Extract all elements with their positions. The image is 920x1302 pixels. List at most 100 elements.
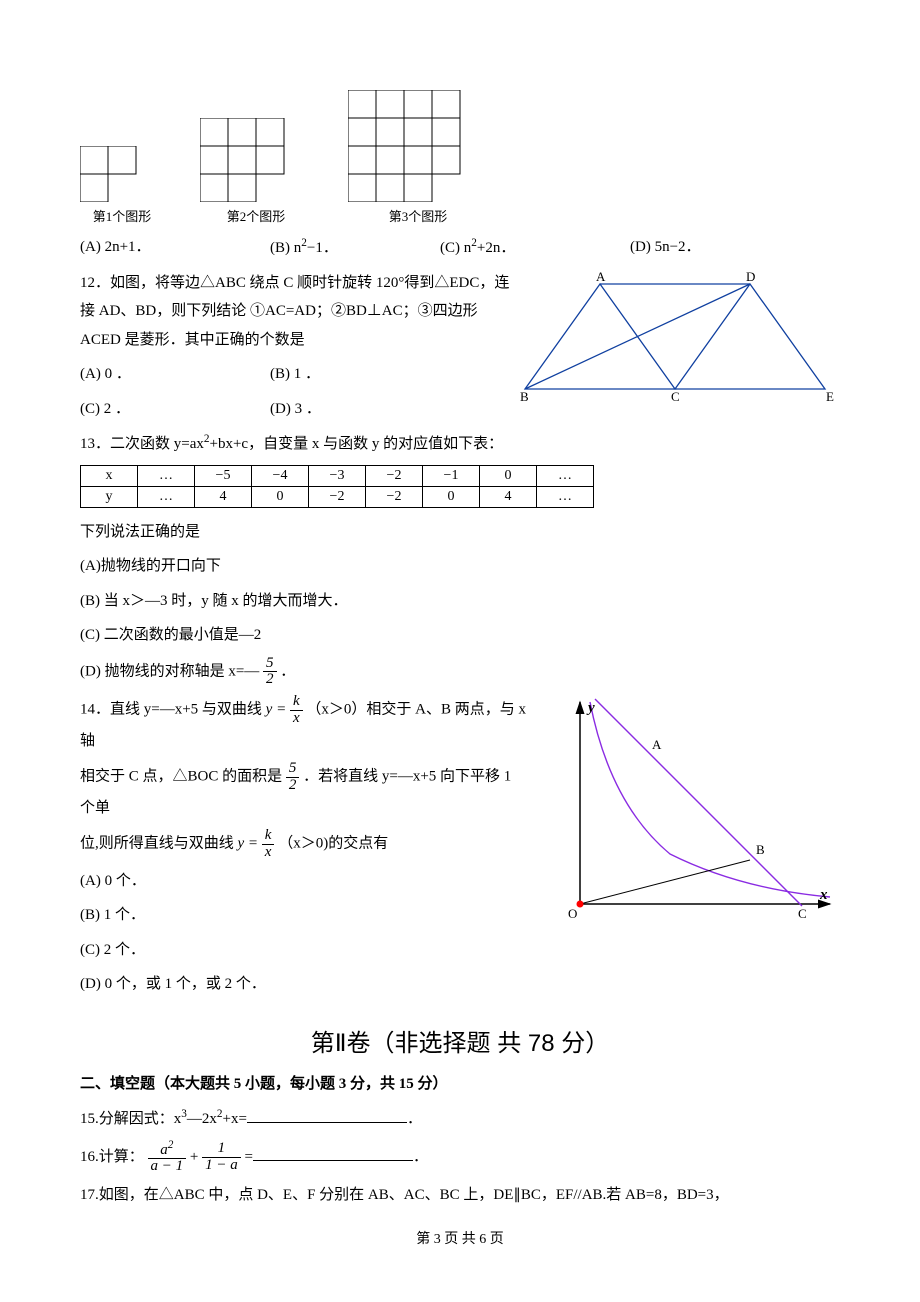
q12-label-D: D [746,269,755,284]
frac-den: 2 [286,778,300,794]
frac-num: 5 [286,761,300,778]
fig3-caption: 第3个图形 [389,206,448,225]
frac-den: x [290,711,303,727]
frac-num: 5 [263,656,277,673]
q14-optD: (D) 0 个，或 1 个，或 2 个． [80,970,840,999]
q13-table: x … −5 −4 −3 −2 −1 0 … y … 4 0 −2 −2 0 4… [80,465,594,508]
q12-opts-row2: (C) 2 ． (D) 3 ． [80,395,510,424]
grid-fig1-svg [80,146,164,202]
q12-label-A: A [596,269,606,284]
q17: 17.如图，在△ABC 中，点 D、E、F 分别在 AB、AC、BC 上，DE∥… [80,1181,840,1210]
cell: 0 [480,465,537,486]
q13-optD-pre: (D) 抛物线的对称轴是 x=― [80,663,259,679]
q13-optA: (A)抛物线的开口向下 [80,552,840,581]
q16-blank [253,1145,413,1161]
cell: y [81,486,138,507]
cell: −5 [195,465,252,486]
cell: 4 [480,486,537,507]
q13-optD-post: ． [280,663,295,679]
section2-title: 第Ⅱ卷（非选择题 共 78 分） [80,1023,840,1058]
q13-stem: 13．二次函数 y=ax2+bx+c，自变量 x 与函数 y 的对应值如下表： [80,429,840,459]
q15: 15.分解因式：x3―2x2+x=． [80,1104,840,1134]
page-footer: 第 3 页 共 6 页 [80,1228,840,1248]
q14-l3b: （x＞0)的交点有 [278,836,388,852]
q13-optC: (C) 二次函数的最小值是―2 [80,621,840,650]
q16-num-a: a [160,1142,168,1158]
table-row: y … 4 0 −2 −2 0 4 … [81,486,594,507]
q15-end: ． [407,1111,422,1127]
q13-optD: (D) 抛物线的对称轴是 x=― 52 ． [80,656,840,689]
frac-num: a2 [148,1140,187,1160]
grid-fig2-svg [200,118,312,202]
q11-optB-post: −1． [307,240,338,256]
q14-label-y: y [586,700,595,716]
q12-label-B: B [520,389,529,404]
q15-pre: 15.分解因式：x [80,1111,181,1127]
q15-mid: ―2x [187,1111,217,1127]
pattern-figure-3: 第3个图形 [348,90,488,225]
q14-frac1: kx [290,694,303,727]
q11-optC-post: +2n． [477,240,515,256]
frac-num: k [262,828,275,845]
cell: … [138,486,195,507]
pattern-figures-row: 第1个图形 第2个图形 第3个图形 [80,90,840,225]
q11-optB-pre: (B) n [270,240,301,256]
q12-optA: (A) 0 ． [80,360,270,389]
part2-heading: 二、填空题（本大题共 5 小题，每小题 3 分，共 15 分） [80,1070,840,1099]
q11-optA: (A) 2n+1． [80,233,270,263]
q14-l3a: 位,则所得直线与双曲线 [80,836,238,852]
pattern-figure-1: 第1个图形 [80,146,164,225]
q14-label-A: A [652,737,662,752]
q13-text1: 下列说法正确的是 [80,518,840,547]
q13-stem-post: +bx+c，自变量 x 与函数 y 的对应值如下表： [210,436,504,452]
q13-stem-pre: 13．二次函数 y=ax [80,436,204,452]
q12-diagram: A D B C E [520,269,840,409]
q12-opts-row1: (A) 0 ． (B) 1 ． [80,360,510,389]
cell: 4 [195,486,252,507]
q12-optD: (D) 3 ． [270,395,460,424]
cell: 0 [423,486,480,507]
cell: … [537,486,594,507]
q14-eq2: y = [238,836,259,852]
q14-eq: y = [266,702,287,718]
pattern-figure-2: 第2个图形 [200,118,312,225]
cell: … [138,465,195,486]
q15-post: +x= [223,1111,247,1127]
cell: x [81,465,138,486]
q16-frac2: 1 1 − a [202,1141,241,1174]
page: 第1个图形 第2个图形 第3个图形 [0,0,920,1268]
q16-num-sup: 2 [168,1139,174,1151]
q12-label-E: E [826,389,834,404]
frac-den: 2 [263,672,277,688]
q11-optD: (D) 5n−2． [630,233,790,263]
q11-options: (A) 2n+1． (B) n2−1． (C) n2+2n． (D) 5n−2． [80,233,840,263]
cell: −2 [309,486,366,507]
fig2-caption: 第2个图形 [227,206,286,225]
q12-optC: (C) 2 ． [80,395,270,424]
cell: −2 [366,486,423,507]
q14-l1a: 14．直线 y=―x+5 与双曲线 [80,702,266,718]
q11-optB: (B) n2−1． [270,233,440,263]
q16-pre: 16.计算： [80,1149,144,1165]
q16-frac1: a2 a − 1 [148,1140,187,1176]
cell: −2 [366,465,423,486]
q14-label-C: C [798,906,807,921]
q11-optC-pre: (C) n [440,240,471,256]
frac-num: 1 [202,1141,241,1158]
q11-optC: (C) n2+2n． [440,233,630,263]
q14-label-x: x [819,887,828,903]
q14-frac3: kx [262,828,275,861]
q12-optB: (B) 1 ． [270,360,460,389]
q16-end: ． [413,1149,428,1165]
q15-blank [247,1107,407,1123]
q16-eq: = [244,1149,252,1165]
q14-svg: y x O A B C [540,694,840,929]
q16-plus: + [190,1149,198,1165]
q16: 16.计算： a2 a − 1 + 1 1 − a = ． [80,1140,840,1176]
grid-fig3-svg [348,90,488,202]
q14-optC: (C) 2 个． [80,936,840,965]
cell: 0 [252,486,309,507]
frac-den: x [262,845,275,861]
q12-svg: A D B C E [520,269,840,404]
table-row: x … −5 −4 −3 −2 −1 0 … [81,465,594,486]
